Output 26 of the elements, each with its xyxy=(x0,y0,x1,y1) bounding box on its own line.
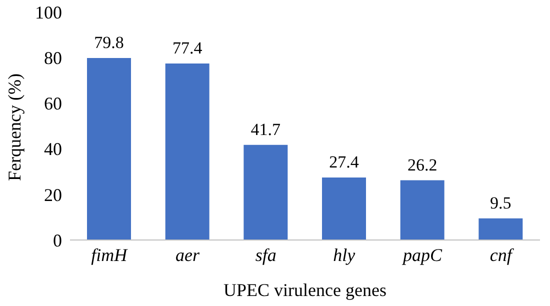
y-tick-label: 60 xyxy=(44,94,62,114)
y-tick-label: 100 xyxy=(35,2,62,22)
x-tick-label: fimH xyxy=(91,244,128,265)
bar xyxy=(400,180,444,240)
data-label: 41.7 xyxy=(250,120,282,139)
x-tick-label: papC xyxy=(400,244,443,265)
data-label: 27.4 xyxy=(329,152,360,172)
bar xyxy=(478,218,523,240)
x-tick-label: aer xyxy=(176,244,200,265)
x-tick-label: sfa xyxy=(255,244,276,265)
bar xyxy=(165,64,210,240)
y-tick-label: 0 xyxy=(53,230,62,250)
bar xyxy=(322,178,366,240)
data-label: 79.8 xyxy=(94,33,124,52)
x-axis-title: UPEC virulence genes xyxy=(224,280,386,300)
bar xyxy=(87,58,131,240)
data-label: 9.5 xyxy=(490,193,512,212)
y-axis-title: Ferquency (%) xyxy=(4,74,24,181)
y-tick-label: 40 xyxy=(44,139,62,160)
x-tick-label: cnf xyxy=(490,244,515,265)
y-tick-label: 20 xyxy=(44,184,62,205)
x-tick-label: hly xyxy=(333,244,356,265)
data-label: 77.4 xyxy=(172,38,203,58)
y-tick-label: 80 xyxy=(44,48,62,68)
bar xyxy=(244,144,288,240)
data-label: 26.2 xyxy=(407,155,438,174)
